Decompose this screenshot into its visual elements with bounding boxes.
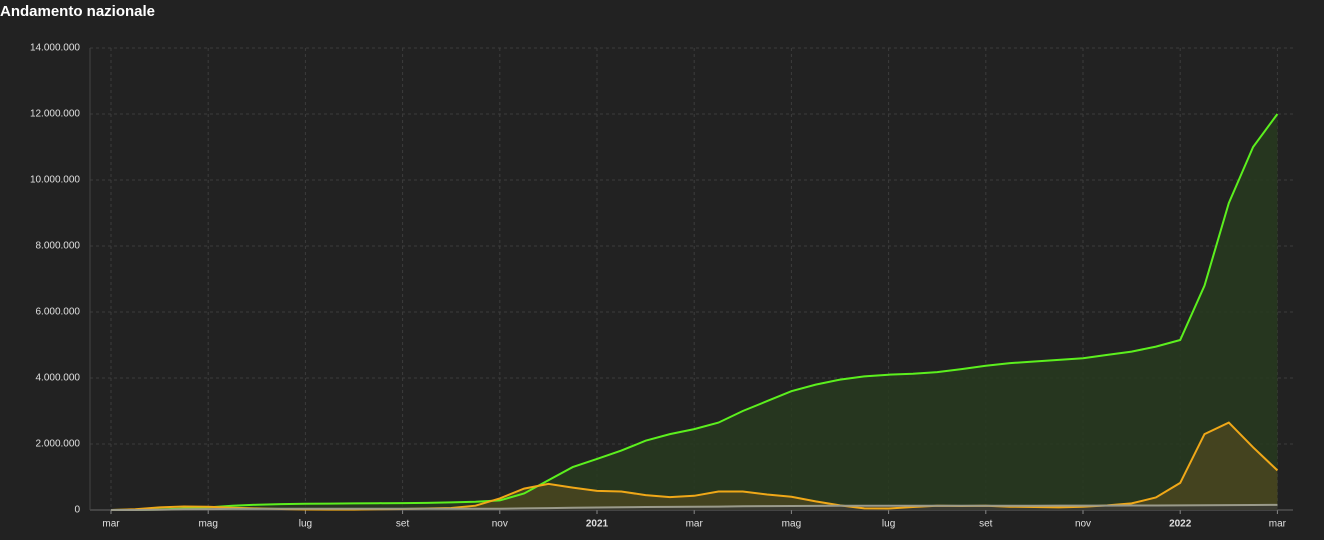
x-tick-label: nov [492, 519, 508, 530]
area [111, 114, 1278, 510]
y-tick-label: 2.000.000 [36, 439, 81, 450]
x-tick-label: set [396, 519, 410, 530]
area [111, 422, 1278, 510]
x-tick-label: set [979, 519, 993, 530]
line [111, 503, 1278, 511]
x-tick-label: lug [882, 519, 895, 530]
y-tick-label: 12.000.000 [30, 109, 80, 120]
x-tick-label: 2022 [1169, 519, 1192, 530]
y-tick-label: 14.000.000 [30, 43, 80, 54]
y-tick-label: 0 [74, 505, 80, 516]
x-tick-label: nov [1075, 519, 1091, 530]
x-tick-label: mag [198, 519, 217, 530]
y-tick-label: 6.000.000 [36, 307, 81, 318]
x-tick-label: 2021 [586, 519, 609, 530]
line [110, 113, 1279, 511]
y-tick-label: 4.000.000 [36, 373, 81, 384]
x-tick-label: lug [299, 519, 312, 530]
x-tick-label: mar [1269, 519, 1287, 530]
x-tick-label: mag [782, 519, 801, 530]
chart-title: Andamento nazionale [0, 3, 155, 20]
x-tick-label: mar [686, 519, 704, 530]
y-tick-label: 10.000.000 [30, 175, 80, 186]
x-tick-label: mar [102, 519, 120, 530]
y-tick-label: 8.000.000 [36, 241, 81, 252]
